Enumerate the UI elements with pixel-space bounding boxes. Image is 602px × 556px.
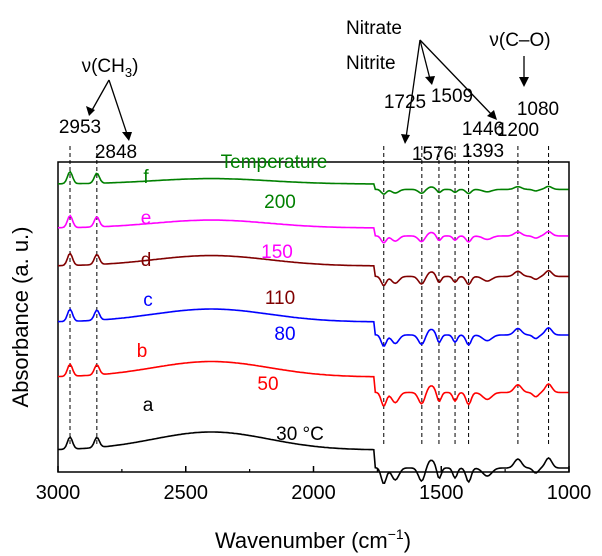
series-line-b <box>58 360 569 407</box>
series-label-e: e <box>141 208 152 229</box>
peak-label-1080: 1080 <box>517 99 559 120</box>
series-label-b: b <box>137 341 148 362</box>
spectra <box>57 170 569 485</box>
x-tick-label-2500: 2500 <box>164 482 209 504</box>
peak-label-2848: 2848 <box>95 142 137 163</box>
series-line-a <box>57 431 569 485</box>
temperature-labels: 30 °C 50 80 110 150 200 <box>257 192 323 445</box>
peak-label-1509: 1509 <box>431 86 473 107</box>
co-arrowhead <box>519 77 529 87</box>
co-annotation: ν(C–O) <box>489 30 550 51</box>
nitrate-nitrite-arrowheads <box>401 76 497 144</box>
temperature-label-f: 200 <box>264 192 296 213</box>
ch3-arrowheads <box>86 106 132 141</box>
peak-label-1725: 1725 <box>384 92 426 113</box>
x-tick-label-2000: 2000 <box>291 482 336 504</box>
x-tick-label-1000: 1000 <box>547 482 592 504</box>
temperature-label-d: 110 <box>265 288 295 309</box>
series-line-c <box>58 308 569 347</box>
series-line-d <box>58 252 569 287</box>
x-tick-label-1500: 1500 <box>419 482 464 504</box>
series-label-a: a <box>143 395 154 416</box>
peak-label-1200: 1200 <box>497 120 539 141</box>
series-line-e <box>57 214 569 244</box>
series-label-f: f <box>143 167 149 188</box>
ch3-arrows <box>90 79 129 138</box>
nitrate-annotation: Nitrate <box>346 18 402 39</box>
series-label-c: c <box>143 290 153 311</box>
x-axis-ticks: 3000 2500 2000 1500 1000 <box>36 466 592 504</box>
ch3-annotation: ν(CH3) <box>82 56 139 80</box>
series-label-d: d <box>141 250 152 271</box>
nitrate-nitrite-arrows <box>405 39 493 139</box>
nitrite-annotation: Nitrite <box>346 53 396 74</box>
peak-label-1576: 1576 <box>412 144 454 165</box>
x-tick-label-3000: 3000 <box>36 482 81 504</box>
x-axis-label: Wavenumber (cm−1) <box>215 526 411 553</box>
temperature-label-c: 80 <box>274 324 295 345</box>
peak-label-1393: 1393 <box>462 141 504 162</box>
temperature-label-b: 50 <box>257 374 278 395</box>
series-line-f <box>58 170 569 195</box>
temperature-label-a: 30 °C <box>276 424 324 445</box>
temperature-label-e: 150 <box>261 242 293 263</box>
peak-label-1446: 1446 <box>462 119 504 140</box>
peak-label-2953: 2953 <box>59 117 101 138</box>
legend-title: Temperature <box>221 152 328 173</box>
reference-lines <box>69 146 550 446</box>
y-axis-label: Absorbance (a. u.) <box>8 227 33 408</box>
